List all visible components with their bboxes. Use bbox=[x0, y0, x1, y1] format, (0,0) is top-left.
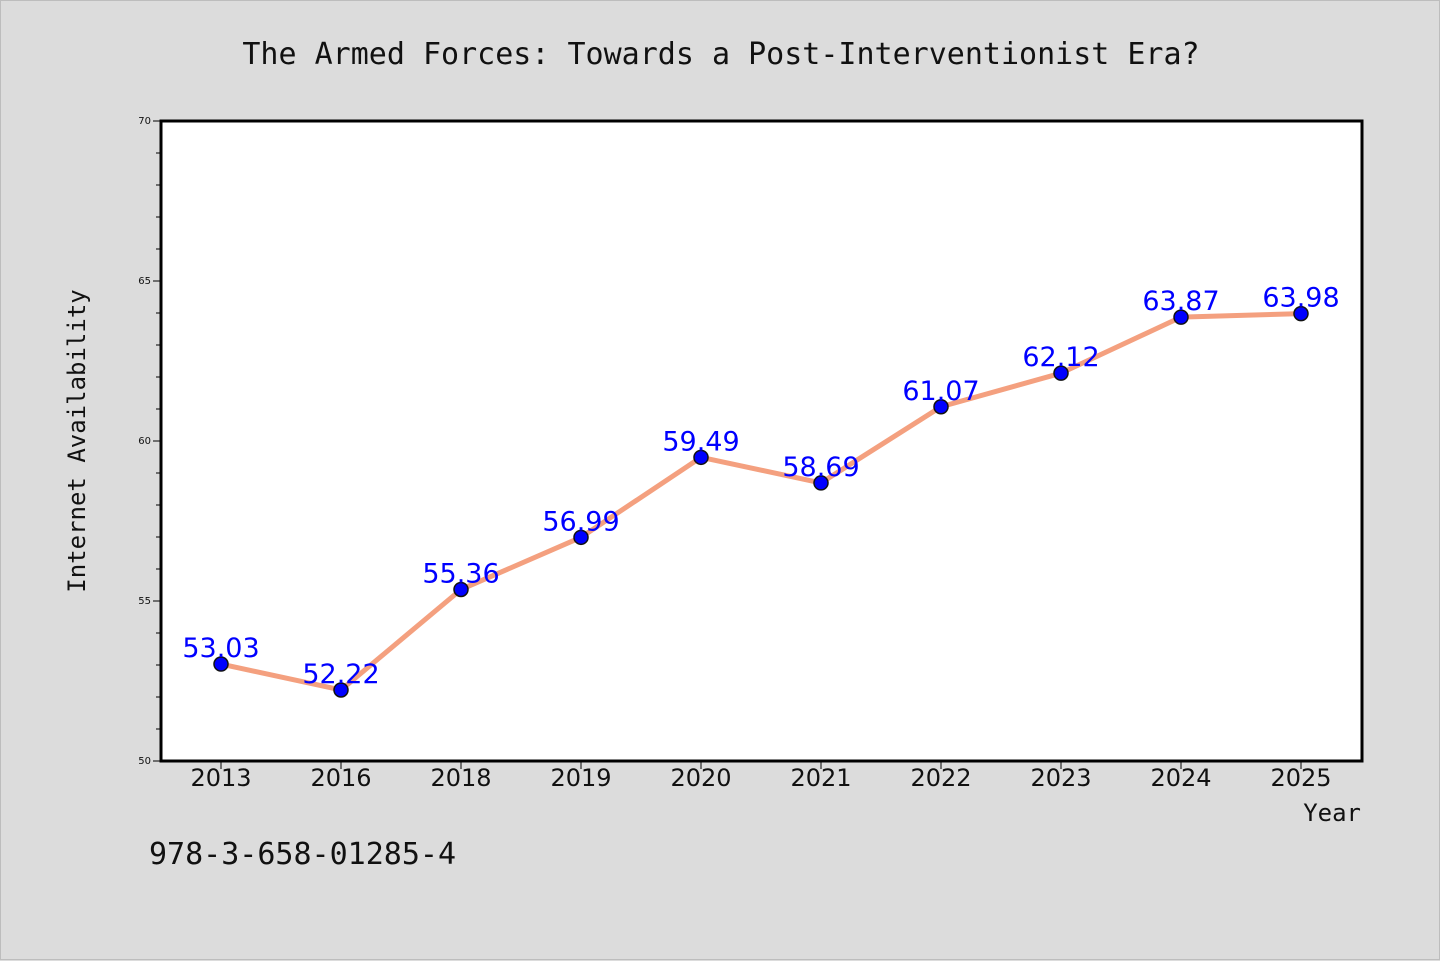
data-label: 58.69 bbox=[782, 452, 859, 483]
data-point bbox=[693, 449, 709, 466]
data-point bbox=[1173, 309, 1189, 325]
x-tick-label: 2018 bbox=[430, 764, 491, 792]
data-point bbox=[1053, 365, 1069, 381]
x-tick-label: 2013 bbox=[190, 764, 251, 792]
x-tick-label: 2022 bbox=[910, 764, 971, 792]
x-axis-ticks: 2013 2016 2018 2019 2020 2021 2022 2023 2024 2025 bbox=[190, 761, 1332, 792]
data-point bbox=[933, 399, 949, 415]
y-tick-label: 70 bbox=[138, 116, 151, 127]
y-tick-label: 65 bbox=[138, 276, 151, 287]
y-tick-label: 60 bbox=[138, 436, 151, 447]
x-tick-label: 2025 bbox=[1270, 764, 1331, 792]
data-point bbox=[573, 529, 589, 546]
data-label: 59.49 bbox=[662, 426, 739, 457]
plot-area bbox=[159, 119, 1364, 763]
x-axis-title: Year bbox=[1303, 799, 1361, 827]
series-line-group bbox=[218, 311, 1304, 693]
x-tick-label: 2021 bbox=[790, 764, 851, 792]
data-point bbox=[213, 656, 229, 672]
data-label: 63.98 bbox=[1262, 283, 1339, 314]
data-label: 61.07 bbox=[902, 376, 979, 407]
y-tick-label: 55 bbox=[138, 596, 151, 607]
data-point bbox=[333, 682, 349, 698]
x-tick-label: 2016 bbox=[310, 764, 371, 792]
data-label: 55.36 bbox=[422, 558, 499, 589]
data-label: 56.99 bbox=[542, 506, 619, 537]
data-point bbox=[453, 581, 469, 598]
y-tick-label: 50 bbox=[138, 756, 151, 767]
data-label: 53.03 bbox=[182, 633, 259, 664]
x-tick-label: 2019 bbox=[550, 764, 611, 792]
data-label: 62.12 bbox=[1022, 342, 1099, 373]
data-point bbox=[813, 475, 829, 491]
data-label: 52.22 bbox=[302, 659, 379, 690]
data-label: 63.87 bbox=[1142, 286, 1219, 317]
x-tick-label: 2020 bbox=[670, 764, 731, 792]
x-tick-label: 2024 bbox=[1150, 764, 1211, 792]
data-point bbox=[1293, 305, 1309, 322]
y-axis-ticks: 50 55 60 65 70 bbox=[138, 116, 161, 767]
chart-title: The Armed Forces: Towards a Post-Interve… bbox=[242, 37, 1199, 72]
footer-identifier: 978-3-658-01285-4 bbox=[149, 837, 456, 872]
data-labels: 53.03 52.22 55.36 56.99 59.49 58.69 61.07 62.12… bbox=[182, 283, 1339, 690]
x-tick-label: 2023 bbox=[1030, 764, 1091, 792]
y-axis-title: Internet Availability bbox=[63, 289, 91, 592]
series-points bbox=[213, 305, 1309, 698]
series-line bbox=[218, 311, 1304, 693]
